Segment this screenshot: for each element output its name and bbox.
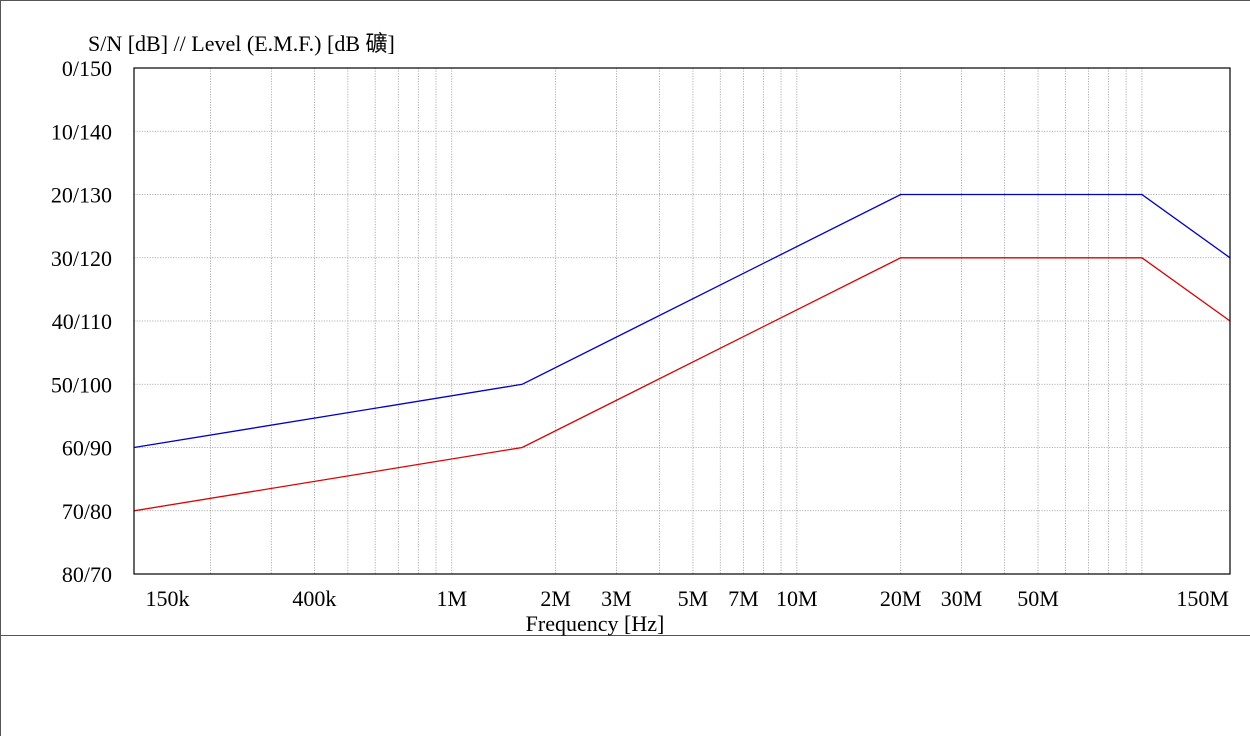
x-tick-label: 1M (436, 586, 467, 611)
plot-border (133, 67, 1231, 575)
y-tick-label: 70/80 (62, 499, 112, 524)
series-line-1 (133, 193, 1231, 449)
x-tick-labels: 150k 400k 1M 2M 3M 5M 7M 10M 20M 30M 50M 150M (145, 586, 1229, 611)
x-tick-label: 150M (1176, 586, 1229, 611)
y-tick-label: 10/140 (51, 119, 112, 144)
x-tick-label: 10M (776, 586, 818, 611)
x-tick-label: 400k (292, 586, 336, 611)
x-tick-label: 3M (601, 586, 632, 611)
x-tick-label: 2M (540, 586, 571, 611)
y-tick-label: 40/110 (52, 309, 112, 334)
x-tick-label: 20M (880, 586, 922, 611)
x-tick-label: 5M (678, 586, 709, 611)
x-tick-label: 50M (1017, 586, 1059, 611)
chart-title: S/N [dB] // Level (E.M.F.) [dB 礦] (88, 31, 395, 56)
y-tick-label: 30/120 (51, 246, 112, 271)
y-tick-label: 0/150 (62, 56, 112, 81)
panel-divider (0, 635, 1250, 636)
grid (134, 68, 1230, 574)
x-tick-label: 150k (145, 586, 189, 611)
y-tick-label: 60/90 (62, 436, 112, 461)
y-tick-label: 50/100 (51, 372, 112, 397)
y-tick-labels: 0/150 10/140 20/130 30/120 40/110 50/100 60/90… (51, 56, 112, 587)
x-axis-label: Frequency [Hz] (526, 611, 665, 636)
series-layer (133, 193, 1231, 512)
y-tick-label: 80/70 (62, 562, 112, 587)
x-tick-label: 30M (941, 586, 983, 611)
x-tick-label: 7M (728, 586, 759, 611)
y-tick-label: 20/130 (51, 183, 112, 208)
series-line-2 (133, 257, 1231, 512)
